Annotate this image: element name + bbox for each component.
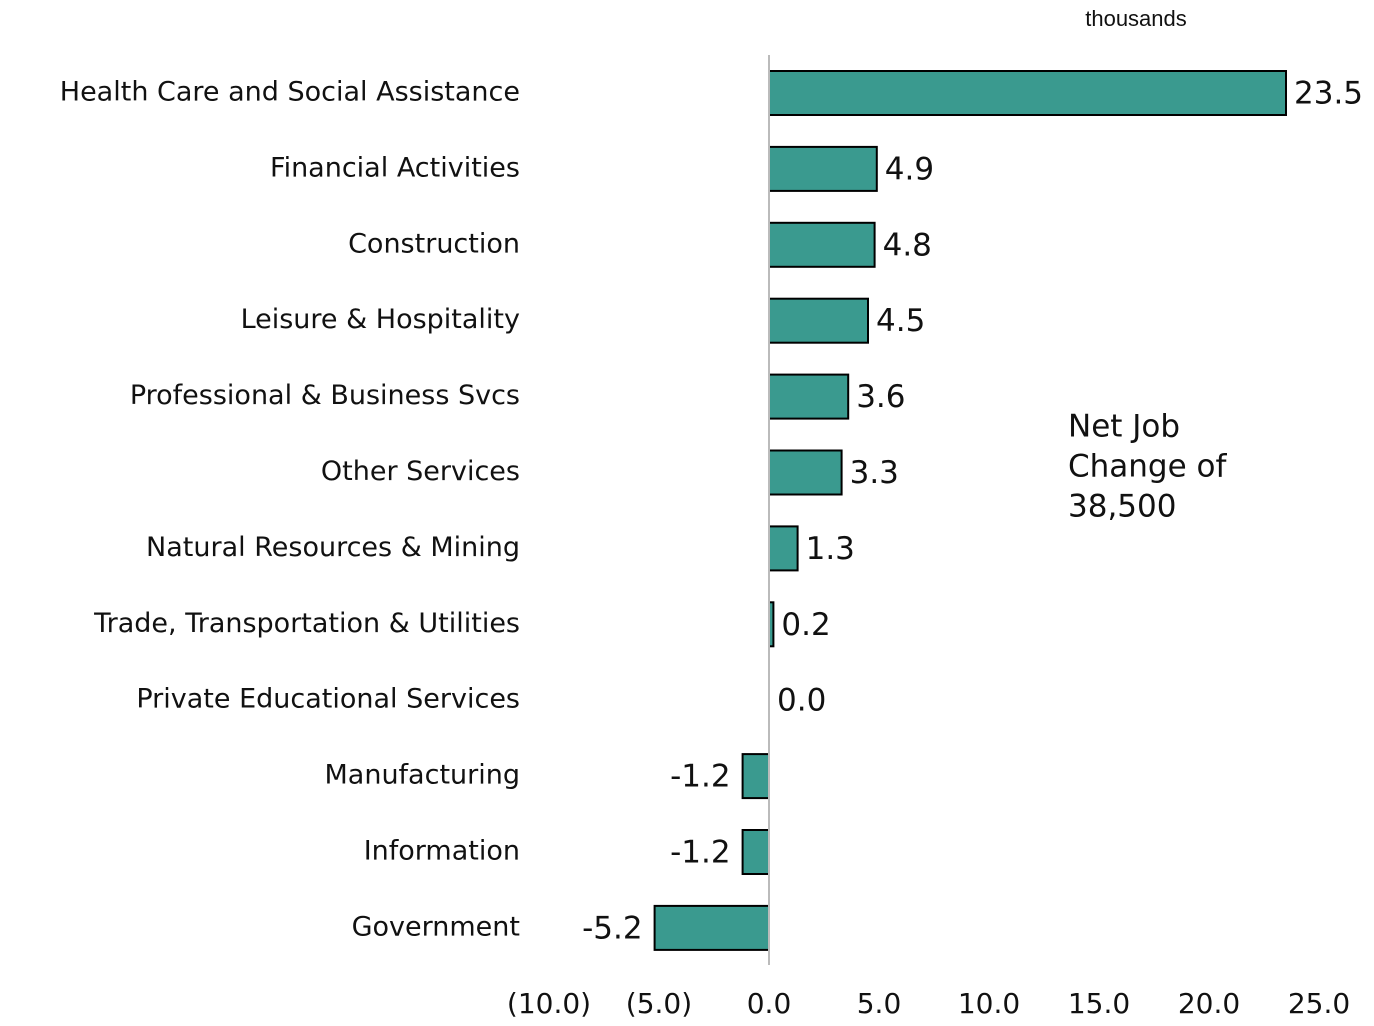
value-label: 23.5 xyxy=(1294,76,1363,112)
value-label: -1.2 xyxy=(670,759,731,795)
x-tick-label: 5.0 xyxy=(857,987,902,1020)
x-tick-label: 20.0 xyxy=(1178,987,1240,1020)
category-label: Information xyxy=(364,836,520,867)
value-label: 3.6 xyxy=(856,379,905,415)
x-tick-label: (10.0) xyxy=(507,987,591,1020)
category-label: Government xyxy=(352,911,520,942)
bar xyxy=(768,221,876,268)
value-label: -1.2 xyxy=(670,835,731,871)
value-label: 1.3 xyxy=(806,531,855,567)
category-label: Private Educational Services xyxy=(136,684,520,715)
bar xyxy=(768,145,878,192)
value-label: 4.9 xyxy=(885,151,934,187)
bar xyxy=(768,525,799,572)
bar xyxy=(768,297,869,344)
value-label: 4.8 xyxy=(883,227,932,263)
category-label: Leisure & Hospitality xyxy=(241,304,520,335)
bar xyxy=(768,449,843,496)
annotation: Net Job xyxy=(1068,409,1180,445)
annotation: 38,500 xyxy=(1068,489,1176,525)
value-label: 4.5 xyxy=(876,303,925,339)
category-label: Financial Activities xyxy=(270,152,520,183)
category-label: Health Care and Social Assistance xyxy=(60,77,520,108)
category-label: Other Services xyxy=(321,456,520,487)
category-label: Trade, Transportation & Utilities xyxy=(93,608,520,639)
category-label: Construction xyxy=(348,228,520,259)
x-tick-label: 10.0 xyxy=(958,987,1020,1020)
value-label: -5.2 xyxy=(582,910,643,946)
annotation: Change of xyxy=(1068,449,1228,485)
bar xyxy=(741,753,770,800)
category-label: Professional & Business Svcs xyxy=(130,380,520,411)
bar xyxy=(768,373,850,420)
bar xyxy=(653,904,770,951)
x-tick-label: 15.0 xyxy=(1068,987,1130,1020)
value-label: 0.0 xyxy=(777,683,826,719)
category-label: Natural Resources & Mining xyxy=(146,532,520,563)
unit-label: thousands xyxy=(1085,6,1187,31)
bar xyxy=(741,829,770,875)
x-tick-label: 25.0 xyxy=(1288,987,1350,1020)
category-label: Manufacturing xyxy=(324,760,520,791)
value-label: 0.2 xyxy=(781,607,830,643)
x-tick-label: 0.0 xyxy=(747,987,792,1020)
x-tick-label: (5.0) xyxy=(626,987,692,1020)
bar xyxy=(768,70,1287,116)
value-label: 3.3 xyxy=(850,455,899,491)
